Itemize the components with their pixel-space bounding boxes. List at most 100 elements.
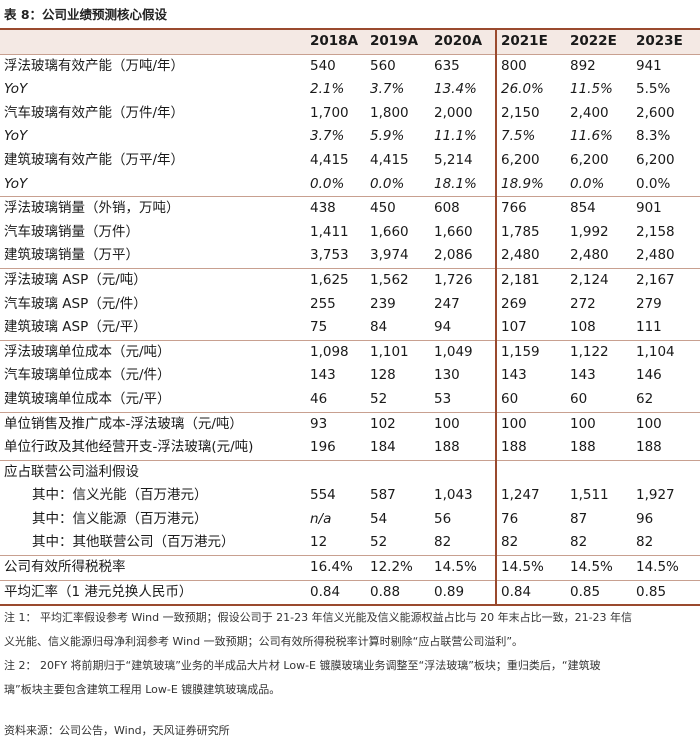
table-row: YoY 3.7% 5.9% 11.1% 7.5% 11.6% 8.3% [0, 125, 700, 149]
value-cell: 46 [310, 390, 328, 407]
value-cell: 82 [434, 534, 452, 551]
value-cell: 272 [570, 295, 596, 312]
value-cell: 0.0% [570, 175, 605, 192]
value-cell: 279 [636, 295, 662, 312]
value-cell: 53 [434, 390, 452, 407]
value-cell: 3,974 [370, 247, 409, 264]
value-cell: 2,167 [632, 267, 700, 293]
row-label: 建筑玻璃 ASP（元/平） [4, 319, 147, 336]
forecast-assumption-table: 2018A 2019A 2020A 2021E 2022E 2023E 浮法玻璃… [0, 30, 700, 607]
value-cell: 540 [310, 57, 336, 74]
value-cell: 11.5% [570, 81, 613, 98]
value-cell: 587 [370, 487, 396, 504]
value-cell: 196 [310, 439, 336, 456]
value-cell: 2,150 [495, 101, 566, 126]
value-cell: 2.1% [310, 81, 345, 98]
value-cell: 766 [495, 196, 566, 221]
value-cell: 60 [570, 390, 588, 407]
value-cell: 2,400 [570, 104, 609, 121]
value-cell: 188 [434, 439, 460, 456]
value-cell: 54 [370, 510, 388, 527]
row-label: YoY [4, 128, 28, 145]
row-label: 应占联营公司溢利假设 [0, 459, 300, 485]
value-cell: 13.4% [434, 81, 477, 98]
value-cell [300, 459, 366, 485]
value-cell: 0.0% [636, 175, 671, 192]
value-cell: 1,726 [430, 267, 496, 293]
note-line: 注 1： 平均汇率假设参考 Wind 一致预期；假设公司于 21-23 年信义光… [4, 611, 633, 624]
value-cell: 143 [310, 367, 336, 384]
value-cell: 8.3% [636, 128, 671, 145]
value-cell: 26.0% [495, 78, 566, 102]
value-cell: 188 [570, 439, 596, 456]
value-cell: 6,200 [570, 151, 609, 168]
table-row: 公司有效所得税税率 16.4% 12.2% 14.5% 14.5% 14.5% 14.5% [0, 555, 700, 581]
value-cell: 1,660 [370, 223, 409, 240]
value-cell: 608 [430, 196, 496, 221]
table-row: YoY 0.0% 0.0% 18.1% 18.9% 0.0% 0.0% [0, 172, 700, 197]
table-row: 浮法玻璃销量（外销，万吨） 438 450 608 766 854 901 [0, 196, 700, 221]
note-line: 注 2： 20FY 将前期归于“建筑玻璃”业务的半成品大片材 Low-E 镀膜玻… [4, 659, 601, 672]
value-cell: 2,480 [495, 244, 566, 269]
row-label: 汽车玻璃单位成本（元/件） [4, 367, 171, 384]
table-row: 单位销售及推广成本-浮法玻璃（元/吨） 93 102 100 100 100 100 [0, 411, 700, 437]
value-cell: 247 [434, 295, 460, 312]
row-label: YoY [4, 175, 28, 192]
value-cell: 1,625 [300, 267, 366, 293]
value-cell: 14.5% [430, 555, 496, 581]
value-cell: 635 [434, 57, 460, 74]
row-label: YoY [4, 81, 28, 98]
table-row: 平均汇率（1 港元兑换人民币） 0.84 0.88 0.89 0.84 0.85 0.85 [0, 579, 700, 607]
value-cell: 87 [570, 510, 588, 527]
value-cell: 2,086 [434, 247, 473, 264]
row-label: 浮法玻璃有效产能（万吨/年） [4, 57, 185, 74]
table-row: 单位行政及其他经营开支-浮法玻璃(元/吨) 196 184 188 188 188 188 [0, 436, 700, 461]
value-cell: 75 [310, 319, 328, 336]
table-row: 应占联营公司溢利假设 [0, 459, 700, 485]
row-label: 建筑玻璃有效产能（万平/年） [4, 151, 185, 168]
value-cell: 12 [310, 534, 328, 551]
table-row: 汽车玻璃有效产能（万件/年） 1,700 1,800 2,000 2,150 2,400 2… [0, 101, 700, 126]
value-cell: 1,101 [366, 339, 430, 365]
value-cell: 438 [300, 196, 366, 221]
row-label: 单位销售及推广成本-浮法玻璃（元/吨） [0, 411, 300, 437]
row-label: 其中：信义光能（百万港元） [32, 487, 208, 504]
title-divider [0, 28, 700, 30]
table-row: 浮法玻璃单位成本（元/吨） 1,098 1,101 1,049 1,159 1,122 1,… [0, 339, 700, 365]
value-cell: 3,753 [310, 247, 349, 264]
header-cell: 2018A [300, 30, 366, 55]
value-cell: 130 [434, 367, 460, 384]
value-cell: 14.5% [495, 555, 566, 581]
value-cell: 2,480 [636, 247, 675, 264]
value-cell: 18.9% [495, 172, 566, 197]
value-cell: 62 [636, 390, 654, 407]
table-row: 浮法玻璃有效产能（万吨/年） 540 560 635 800 892 941 [0, 54, 700, 79]
value-cell: 2,181 [495, 267, 566, 293]
value-cell: 901 [632, 196, 700, 221]
value-cell: 93 [300, 411, 366, 437]
table-row: 其中：信义能源（百万港元） n/a 54 56 76 87 96 [0, 507, 700, 532]
value-cell: 2,480 [570, 247, 609, 264]
value-cell [495, 459, 566, 485]
value-cell: 56 [434, 510, 452, 527]
value-cell: 239 [370, 295, 396, 312]
value-cell: 100 [430, 411, 496, 437]
table-row: 其中：其他联营公司（百万港元） 12 52 82 82 82 82 [0, 531, 700, 556]
value-cell: 7.5% [495, 125, 566, 149]
value-cell: 2,124 [566, 267, 632, 293]
value-cell: 269 [495, 292, 566, 317]
value-cell: 1,098 [300, 339, 366, 365]
value-cell: 3.7% [310, 128, 345, 145]
row-label: 浮法玻璃 ASP（元/吨） [0, 267, 300, 293]
value-cell: 143 [570, 367, 596, 384]
value-cell: 560 [370, 57, 396, 74]
value-cell: 82 [570, 534, 588, 551]
value-cell: 2,000 [434, 104, 473, 121]
value-cell: 188 [495, 436, 566, 461]
value-cell: 0.89 [430, 579, 496, 607]
value-cell: 1,247 [495, 484, 566, 508]
value-cell: 128 [370, 367, 396, 384]
value-cell: 1,043 [434, 487, 473, 504]
table-row: 其中：信义光能（百万港元） 554 587 1,043 1,247 1,511 1,927 [0, 484, 700, 508]
value-cell [366, 459, 430, 485]
